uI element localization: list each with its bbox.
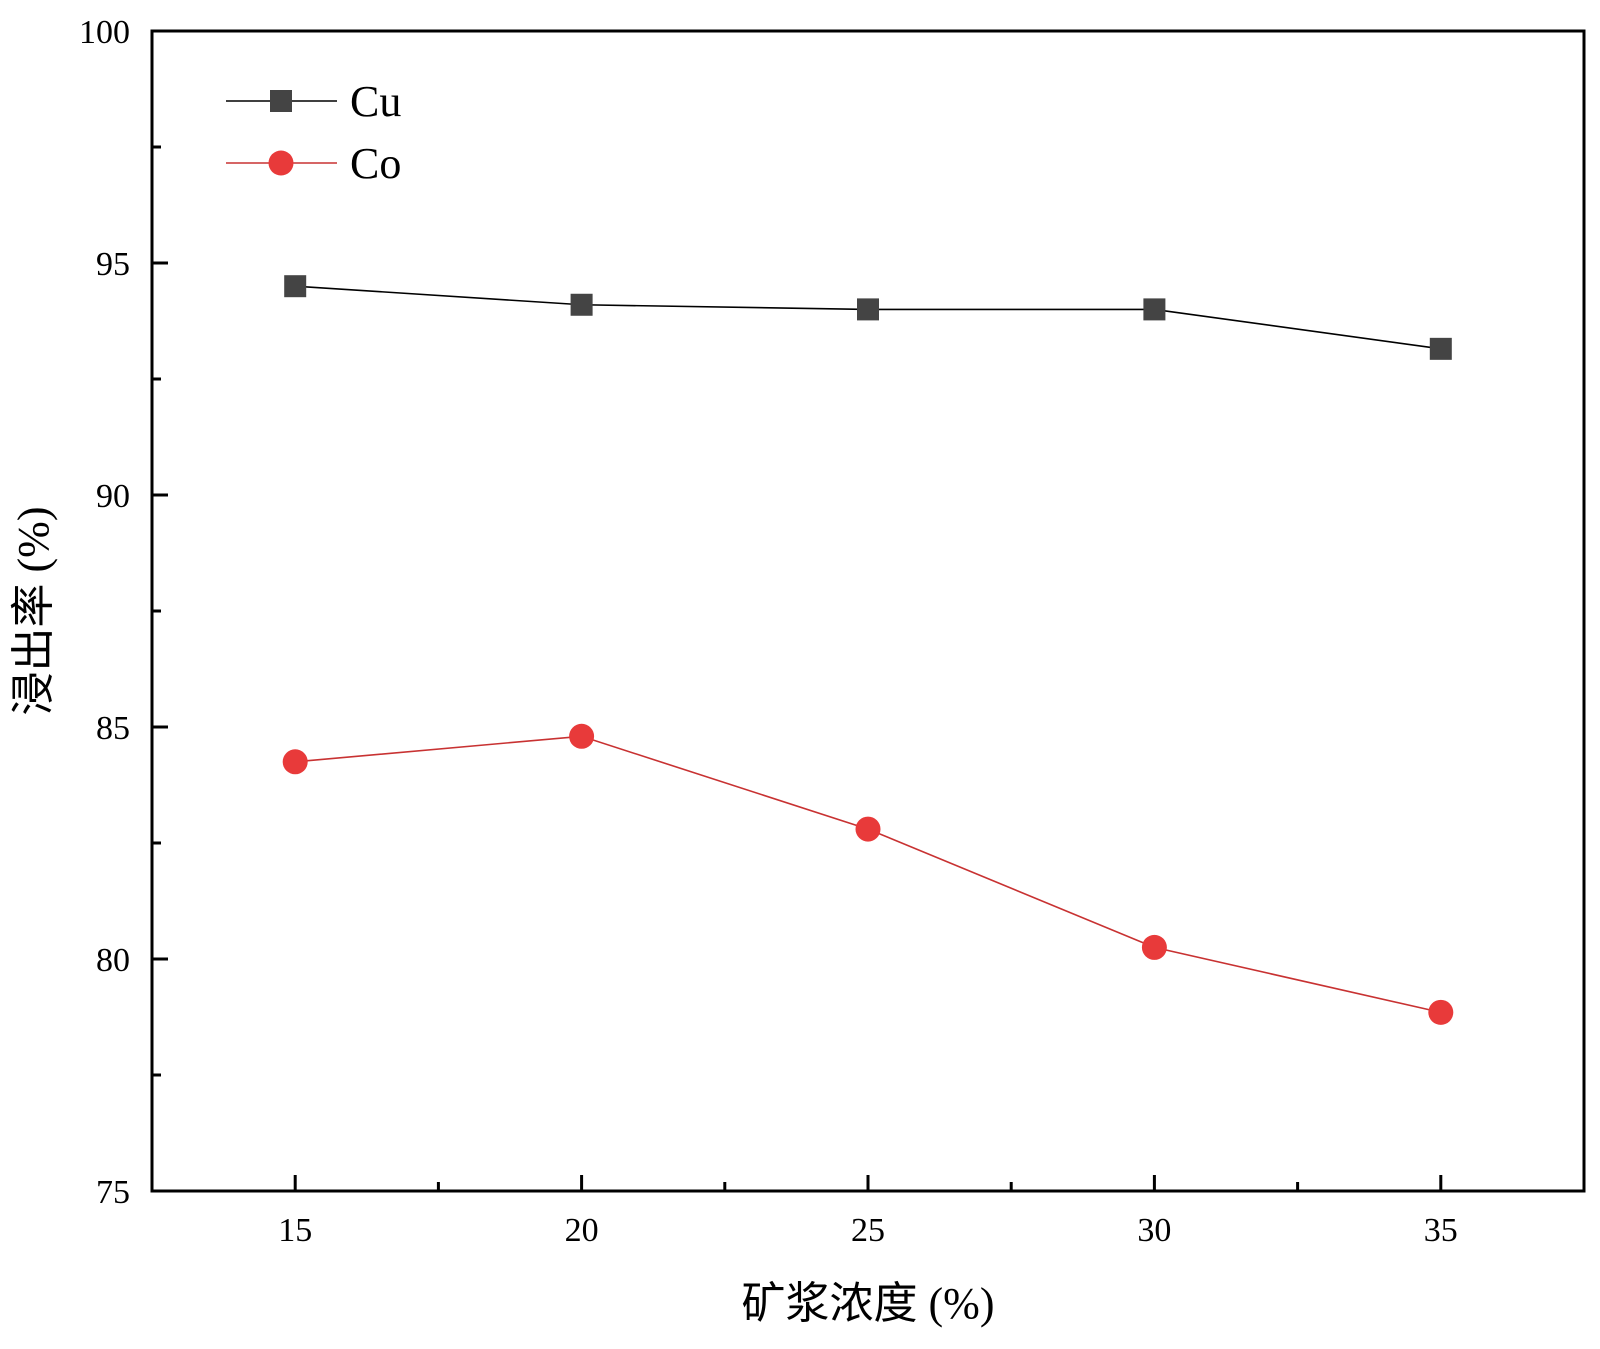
data-point-cu xyxy=(1429,337,1452,360)
y-axis-title: 浸出率 (%) xyxy=(9,507,58,716)
series-line-co xyxy=(295,735,1441,1014)
data-point-co xyxy=(1428,999,1454,1025)
legend: Cu Co xyxy=(226,77,401,188)
y-tick-label: 100 xyxy=(79,14,130,51)
y-tick-label: 95 xyxy=(96,246,130,283)
data-point-co xyxy=(282,749,308,775)
data-point-cu xyxy=(284,275,307,298)
data-point-co xyxy=(569,723,595,749)
legend-marker-cu xyxy=(270,90,292,112)
legend-label-co: Co xyxy=(350,139,401,188)
x-tick-label: 15 xyxy=(278,1212,312,1249)
legend-marker-co xyxy=(268,150,294,176)
x-tick-label: 25 xyxy=(851,1212,885,1249)
axis-ticks: 15 20 25 30 35 75 80 85 90 95 100 xyxy=(79,14,1458,1249)
x-tick-label: 35 xyxy=(1424,1212,1458,1249)
plot-frame xyxy=(150,29,1586,1193)
legend-label-cu: Cu xyxy=(350,77,401,126)
x-tick-label: 20 xyxy=(565,1212,599,1249)
x-axis-title: 矿浆浓度 (%) xyxy=(742,1279,995,1328)
y-tick-label: 80 xyxy=(96,942,130,979)
data-point-cu xyxy=(570,293,593,316)
y-tick-label: 85 xyxy=(96,710,130,747)
data-point-co xyxy=(855,816,881,842)
y-tick-label: 75 xyxy=(96,1174,130,1211)
y-tick-label: 90 xyxy=(96,478,130,515)
x-tick-label: 30 xyxy=(1137,1212,1171,1249)
data-point-cu xyxy=(857,298,879,321)
series-layer xyxy=(282,275,1454,1025)
data-point-co xyxy=(1141,934,1167,960)
data-point-cu xyxy=(1143,298,1166,321)
